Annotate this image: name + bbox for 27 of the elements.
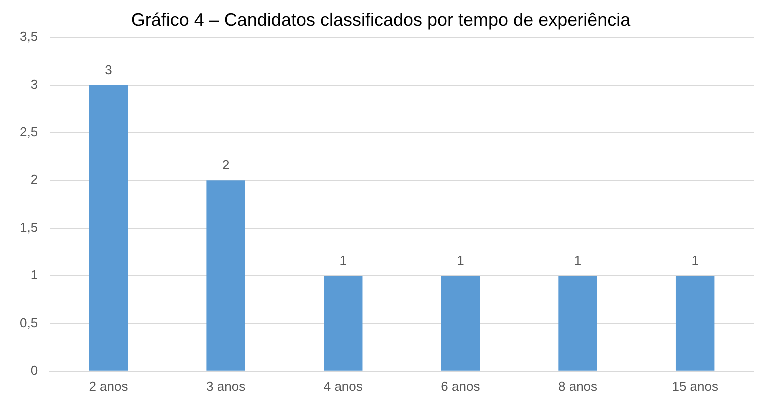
- x-tick-label: 2 anos: [89, 378, 129, 394]
- y-tick-label: 2,5: [20, 124, 38, 140]
- data-label: 1: [340, 253, 347, 268]
- x-tick-label: 4 anos: [324, 378, 364, 394]
- y-tick-label: 2: [30, 172, 38, 188]
- y-tick-label: 0: [30, 362, 38, 378]
- x-tick-label: 6 anos: [441, 378, 481, 394]
- data-label: 1: [574, 253, 582, 268]
- y-tick-label: 3,5: [20, 29, 38, 44]
- data-label: 1: [457, 253, 464, 268]
- y-tick-label: 1: [30, 268, 38, 283]
- y-tick-label: 1,5: [20, 220, 38, 235]
- data-label: 2: [222, 158, 230, 173]
- bar: [324, 276, 363, 371]
- bar: [441, 276, 480, 371]
- chart-title: Gráfico 4 – Candidatos classificados por tempo de experiência: [131, 10, 632, 30]
- data-label: 3: [105, 62, 112, 78]
- x-tick-label: 8 anos: [558, 378, 598, 394]
- y-tick-label: 0,5: [20, 315, 38, 330]
- bar: [89, 85, 128, 371]
- x-tick-label: 15 anos: [672, 378, 719, 394]
- data-label: 1: [692, 253, 699, 268]
- y-tick-label: 3: [30, 76, 38, 92]
- x-tick-label: 3 anos: [206, 378, 246, 394]
- bar: [206, 180, 246, 371]
- bar: [558, 276, 598, 371]
- bar: [676, 276, 715, 371]
